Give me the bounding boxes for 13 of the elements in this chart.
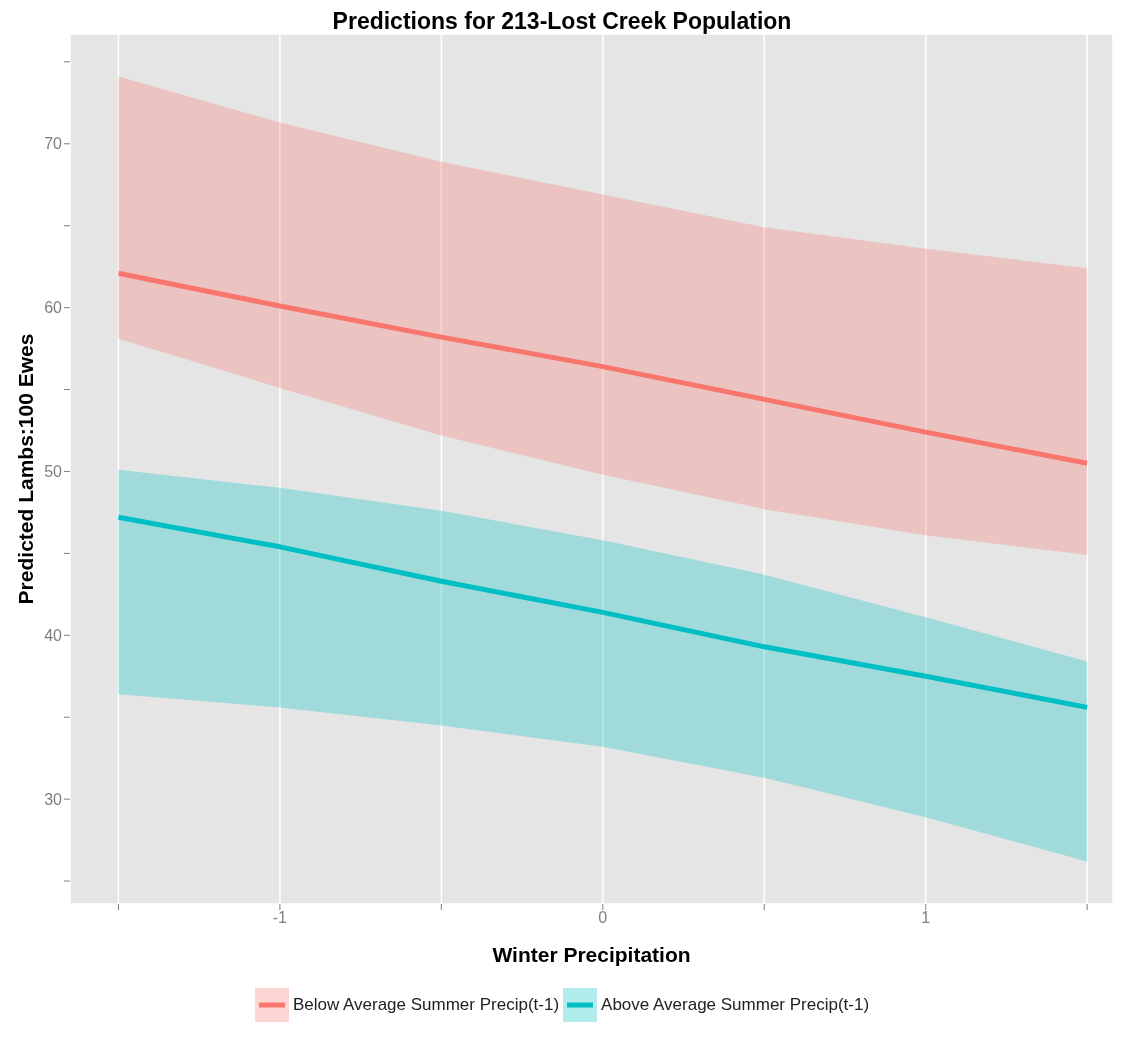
x-tick-label: -1 xyxy=(272,909,288,927)
legend-label: Below Average Summer Precip(t-1) xyxy=(292,995,560,1015)
chart-title: Predictions for 213-Lost Creek Population xyxy=(331,8,793,34)
y-tick-label: 40 xyxy=(44,626,63,644)
y-tick-label: 60 xyxy=(44,299,63,317)
legend-label: Above Average Summer Precip(t-1) xyxy=(601,995,870,1015)
x-axis-title: Winter Precipitation xyxy=(492,943,691,966)
y-tick-label: 30 xyxy=(44,790,63,808)
y-axis-title: Predicted Lambs:100 Ewes xyxy=(14,333,38,605)
x-tick-label: 0 xyxy=(598,909,608,927)
y-tick-label: 50 xyxy=(44,463,63,481)
x-tick-label: 1 xyxy=(921,909,931,927)
y-tick-label: 70 xyxy=(44,135,63,153)
